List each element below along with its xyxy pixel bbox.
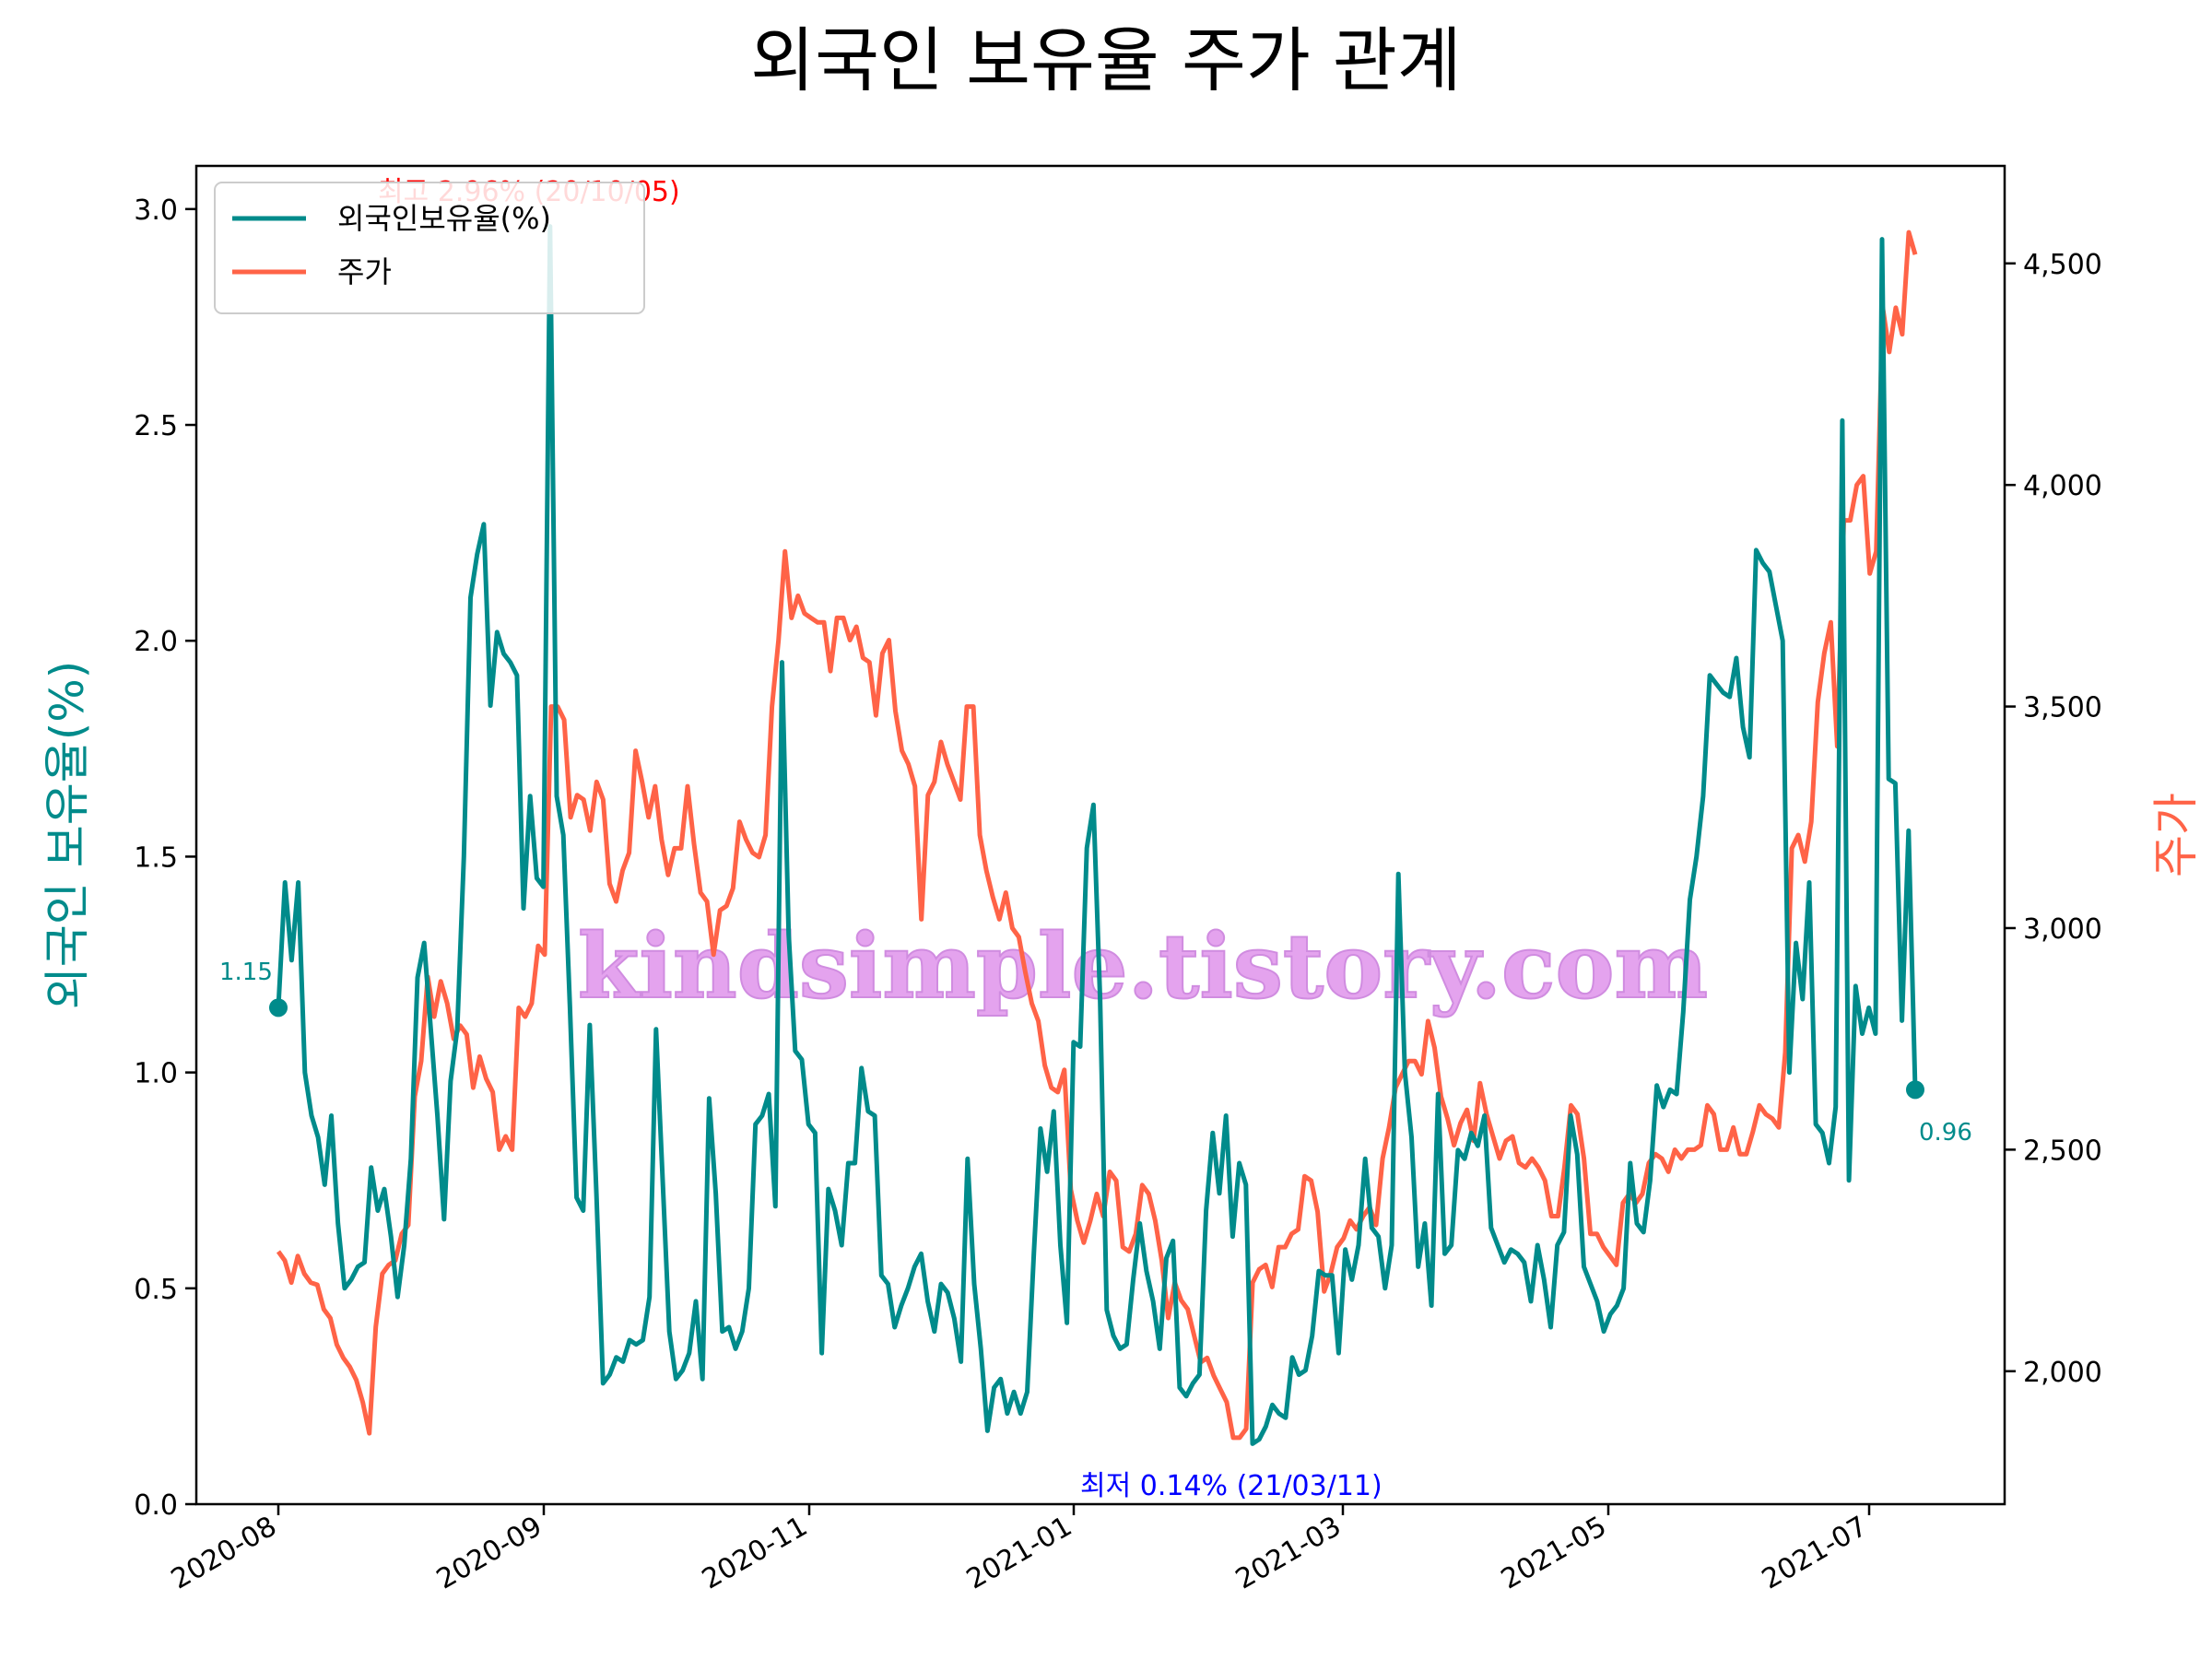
x-tick-label: 2020-08 [166,1511,282,1596]
right-tick-label: 3,000 [2023,913,2102,946]
left-tick-label: 1.5 [134,841,178,874]
x-tick-label: 2020-11 [697,1511,813,1596]
plot-area [196,166,2005,1504]
chart-title: 외국인 보유율 주가 관계 [750,19,1462,101]
left-tick-label: 0.0 [134,1489,178,1522]
right-axis-label: 주가 [2149,793,2203,877]
x-tick-label: 2021-05 [1496,1511,1612,1596]
plot-frame [194,164,2006,1506]
left-tick-label: 3.0 [134,194,178,227]
legend: 외국인보유율(%) 주가 [214,182,645,314]
legend-box [214,182,645,314]
left-axis-label: 외국인 보유율(%) [41,661,94,1009]
left-axis-ticks: 0.0 0.5 1.0 1.5 2.0 2.5 3.0 [134,194,196,1522]
left-tick-label: 0.5 [134,1274,178,1306]
start-point-marker [269,998,288,1018]
right-tick-label: 4,500 [2023,249,2102,281]
start-value-label: 1.15 [219,959,273,986]
x-tick-label: 2021-03 [1230,1511,1347,1596]
legend-label-foreign: 외국인보유율(%) [337,201,551,236]
x-tick-label: 2021-07 [1757,1511,1873,1596]
x-tick-label: 2020-09 [431,1511,547,1596]
right-tick-label: 4,000 [2023,470,2102,502]
left-tick-label: 1.0 [134,1058,178,1090]
end-value-label: 0.96 [1919,1119,1972,1147]
foreign-ownership-series-line [276,224,1918,1446]
price-series-line [276,229,1918,1441]
legend-label-price: 주가 [337,254,392,289]
watermark: kindsimple.tistory.com [578,914,1708,1018]
right-axis-ticks: 2,000 2,500 3,000 3,500 4,000 4,500 [2005,249,2102,1389]
min-annotation: 최저 0.14% (21/03/11) [1080,1470,1382,1502]
end-point-marker [1906,1080,1924,1100]
right-tick-label: 2,000 [2023,1357,2102,1389]
right-tick-label: 2,500 [2023,1135,2102,1167]
x-tick-label: 2021-01 [961,1511,1077,1596]
x-axis-ticks: 2020-08 2020-09 2020-11 2021-01 2021-03 2021-… [166,1504,1873,1596]
left-tick-label: 2.5 [134,410,178,442]
left-tick-label: 2.0 [134,626,178,658]
right-tick-label: 3,500 [2023,692,2102,724]
